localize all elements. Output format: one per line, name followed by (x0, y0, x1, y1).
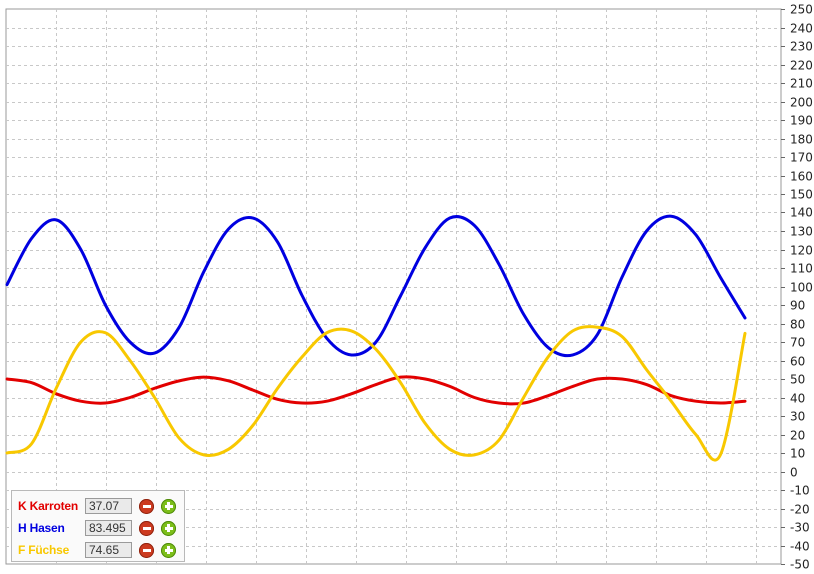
karroten-value-field[interactable]: 37.07 (85, 498, 132, 514)
y-tick-label: 0 (790, 466, 798, 480)
fuechse-value-field[interactable]: 74.65 (85, 542, 132, 558)
y-tick-label: -20 (790, 503, 810, 517)
karroten-increase-button[interactable] (161, 498, 176, 514)
hasen-decrease-button[interactable] (139, 520, 154, 536)
y-tick-label: 160 (790, 170, 813, 184)
karroten-row: K Karroten 37.07 (18, 496, 176, 516)
hasen-value-field[interactable]: 83.495 (85, 520, 132, 536)
plus-icon (164, 502, 173, 510)
y-tick-label: -50 (790, 558, 810, 572)
y-tick-label: 120 (790, 244, 813, 258)
hasen-label: H Hasen (18, 521, 65, 535)
y-tick-label: 80 (790, 318, 805, 332)
y-tick-label: 170 (790, 151, 813, 165)
karroten-label: K Karroten (18, 499, 79, 513)
y-tick-label: 50 (790, 373, 805, 387)
y-tick-label: -40 (790, 540, 810, 554)
parameter-panel: K Karroten 37.07 H Hasen 83.495 F Füchse… (11, 490, 185, 562)
plus-icon (164, 524, 173, 532)
y-tick-label: -30 (790, 521, 810, 535)
hasen-row: H Hasen 83.495 (18, 518, 176, 538)
y-tick-label: 20 (790, 429, 805, 443)
minus-icon (142, 504, 151, 508)
y-tick-label: -10 (790, 484, 810, 498)
y-tick-label: 100 (790, 281, 813, 295)
y-tick-label: 200 (790, 96, 813, 110)
fuechse-row: F Füchse 74.65 (18, 540, 176, 560)
plus-icon (164, 546, 173, 554)
y-tick-label: 140 (790, 206, 813, 220)
y-tick-label: 240 (790, 22, 813, 36)
y-tick-label: 60 (790, 355, 805, 369)
minus-icon (142, 548, 151, 552)
y-tick-label: 210 (790, 77, 813, 91)
y-tick-label: 90 (790, 299, 805, 313)
y-tick-label: 180 (790, 133, 813, 147)
y-tick-label: 30 (790, 410, 805, 424)
y-tick-label: 230 (790, 40, 813, 54)
karroten-decrease-button[interactable] (139, 498, 154, 514)
y-tick-label: 10 (790, 447, 805, 461)
hasen-increase-button[interactable] (161, 520, 176, 536)
fuechse-label: F Füchse (18, 543, 70, 557)
y-tick-label: 130 (790, 225, 813, 239)
minus-icon (142, 526, 151, 530)
plot-area (5, 8, 782, 565)
series-line-füchse (5, 325, 747, 462)
series-line-karroten (5, 375, 747, 406)
fuechse-increase-button[interactable] (161, 542, 176, 558)
series-line-hasen (5, 214, 747, 358)
y-tick-label: 250 (790, 3, 813, 17)
y-tick-label: 110 (790, 262, 813, 276)
y-tick-label: 220 (790, 59, 813, 73)
y-tick-label: 150 (790, 188, 813, 202)
y-tick-label: 70 (790, 336, 805, 350)
fuechse-decrease-button[interactable] (139, 542, 154, 558)
y-tick-label: 190 (790, 114, 813, 128)
y-tick-label: 40 (790, 392, 805, 406)
